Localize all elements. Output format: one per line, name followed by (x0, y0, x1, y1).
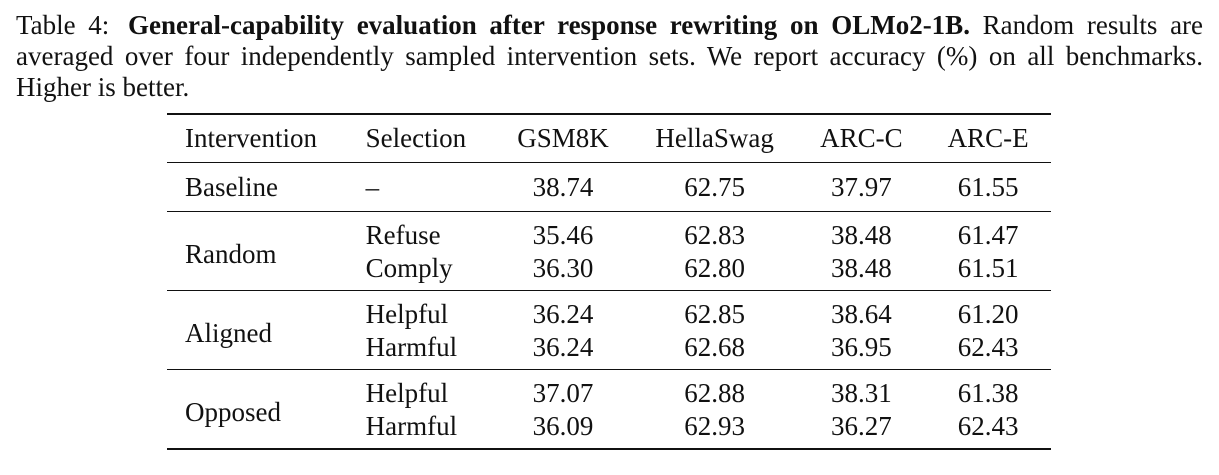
cell-arc-c: 36.27 (797, 410, 926, 450)
header-gsm8k: GSM8K (517, 123, 609, 153)
cell-gsm8k: 36.30 (532, 252, 594, 283)
table-row: Harmful 36.24 62.68 36.95 62.43 (167, 331, 1051, 370)
table-row: Random Refuse 35.46 62.83 38.48 61.47 (167, 211, 1051, 291)
cell-arc-c: 36.95 (831, 331, 892, 362)
cell-gsm8k: 36.09 (494, 410, 632, 450)
caption-label: Table 4: (16, 10, 110, 40)
cell-intervention: Opposed (167, 369, 348, 450)
cell-hellaswag: 62.85 (631, 290, 798, 331)
cell-arc-e: 61.55 (957, 171, 1019, 202)
cell-gsm8k: 38.74 (532, 171, 594, 202)
cell-hellaswag: 62.88 (631, 369, 798, 410)
cell-gsm8k: 36.24 (494, 290, 632, 331)
header-hellaswag: HellaSwag (655, 123, 774, 153)
cell-selection: Harmful (365, 331, 458, 362)
header-intervention: Intervention (185, 123, 317, 153)
cell-selection: Helpful (347, 290, 495, 331)
table-row: Harmful 36.09 62.93 36.27 62.43 (167, 410, 1051, 450)
cell-hellaswag: 62.93 (631, 410, 798, 450)
cell-selection: Harmful (347, 410, 495, 450)
cell-gsm8k: 36.24 (532, 331, 594, 362)
table-caption: Table 4: General-capability evaluation a… (16, 10, 1203, 103)
cell-arc-e: 61.51 (957, 252, 1019, 283)
cell-hellaswag: 62.68 (684, 331, 745, 362)
table-header-row: Intervention Selection GSM8K HellaSwag A… (167, 114, 1051, 163)
cell-arc-c: 38.64 (797, 290, 926, 331)
table-row: Comply 36.30 62.80 38.48 61.51 (167, 252, 1051, 291)
cell-arc-c: 38.31 (797, 369, 926, 410)
cell-selection: Helpful (347, 369, 495, 410)
cell-gsm8k: 35.46 (494, 211, 632, 252)
table-row: Aligned Helpful 36.24 62.85 38.64 61.20 (167, 290, 1051, 370)
cell-selection: – (365, 171, 380, 202)
header-arc-e: ARC-E (947, 123, 1029, 153)
table-row-baseline: Baseline – 38.74 62.75 37.97 61.55 (167, 163, 1051, 212)
cell-hellaswag: 62.83 (631, 211, 798, 252)
caption-text: Random results are averaged over four in… (16, 10, 1204, 102)
cell-selection: Comply (365, 252, 453, 283)
cell-arc-e: 61.20 (925, 290, 1051, 331)
cell-arc-c: 38.48 (831, 252, 892, 283)
cell-arc-e: 61.38 (925, 369, 1051, 410)
cell-hellaswag: 62.80 (684, 252, 745, 283)
header-arc-c: ARC-C (820, 123, 903, 153)
results-table: Intervention Selection GSM8K HellaSwag A… (167, 113, 1051, 450)
caption-title: General-capability evaluation after resp… (128, 10, 970, 40)
cell-selection: Refuse (347, 211, 495, 252)
header-selection: Selection (365, 123, 467, 153)
cell-arc-e: 62.43 (957, 331, 1019, 362)
cell-hellaswag: 62.75 (684, 171, 745, 202)
cell-gsm8k: 37.07 (494, 369, 632, 410)
cell-arc-c: 37.97 (831, 171, 892, 202)
table-row: Opposed Helpful 37.07 62.88 38.31 61.38 (167, 369, 1051, 450)
cell-intervention: Aligned (167, 290, 348, 370)
cell-intervention: Random (167, 211, 348, 291)
cell-intervention: Baseline (185, 171, 278, 202)
cell-arc-e: 62.43 (925, 410, 1051, 450)
cell-arc-e: 61.47 (925, 211, 1051, 252)
cell-arc-c: 38.48 (797, 211, 926, 252)
